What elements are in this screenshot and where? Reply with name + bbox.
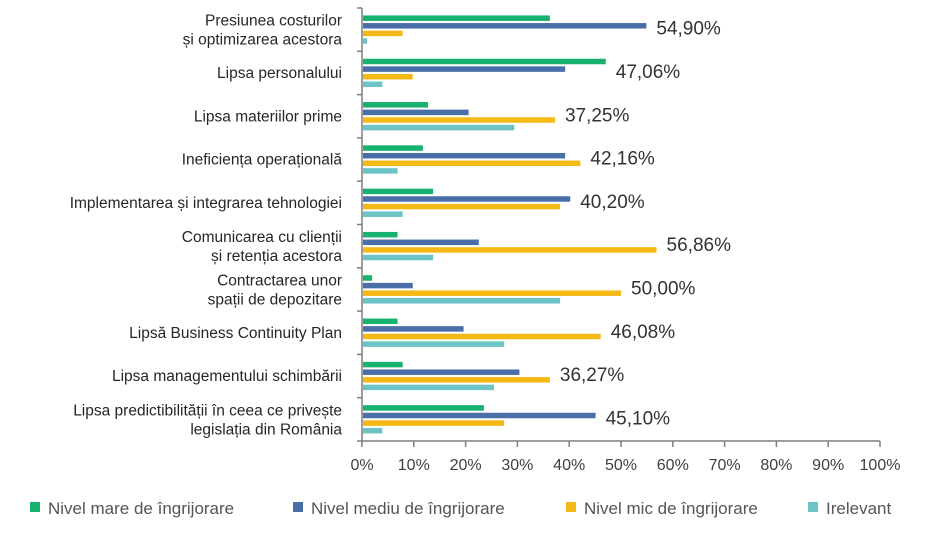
x-tick-label: 0% [350, 457, 373, 474]
legend-swatch [293, 502, 303, 512]
bar-irelevant [363, 384, 495, 391]
legend-label: Nivel mic de îngrijorare [584, 499, 758, 518]
category-label: și retenția acestora [211, 248, 342, 265]
data-label: 50,00% [631, 278, 696, 299]
bar-nivel-mediu-de-ngrijorare [363, 66, 566, 72]
category-label: Implementarea și integrarea tehnologiei [70, 195, 342, 212]
data-label: 56,86% [667, 235, 732, 256]
data-label: 37,25% [565, 105, 630, 126]
legend-label: Nivel mediu de îngrijorare [311, 499, 505, 518]
x-tick-label: 20% [450, 457, 482, 474]
x-tick-label: 30% [501, 457, 533, 474]
category-label: Contractarea unor [217, 272, 342, 289]
bar-irelevant [363, 124, 515, 131]
category-label: Comunicarea cu clienții [182, 229, 342, 246]
x-tick-label: 40% [553, 457, 585, 474]
bar-nivel-mediu-de-ngrijorare [363, 326, 464, 332]
category-label: spații de depozitare [208, 291, 342, 308]
category-label: legislația din România [190, 421, 342, 438]
bar-nivel-mare-de-ngrijorare [363, 405, 484, 411]
category-label: Lipsa materiilor prime [194, 108, 342, 125]
bar-nivel-mediu-de-ngrijorare [363, 239, 479, 246]
x-tick-label: 10% [398, 457, 430, 474]
bar-nivel-mic-de-ngrijorare [363, 420, 505, 426]
bar-irelevant [363, 427, 383, 434]
data-label: 45,10% [606, 408, 671, 429]
x-tick-label: 60% [657, 457, 689, 474]
legend-swatch [566, 502, 576, 512]
x-tick-label: 100% [860, 457, 901, 474]
category-label: Presiunea costurilor [205, 13, 342, 30]
bar-nivel-mare-de-ngrijorare [363, 15, 550, 21]
bar-nivel-mic-de-ngrijorare [363, 333, 601, 340]
bar-nivel-mediu-de-ngrijorare [363, 412, 596, 419]
bar-nivel-mic-de-ngrijorare [363, 247, 657, 253]
bar-nivel-mediu-de-ngrijorare [363, 152, 566, 159]
legend-label: Nivel mare de îngrijorare [48, 499, 234, 518]
bar-nivel-mare-de-ngrijorare [363, 58, 606, 65]
legend-label: Irelevant [826, 499, 891, 518]
x-tick-label: 50% [605, 457, 637, 474]
bar-nivel-mic-de-ngrijorare [363, 73, 413, 80]
bar-nivel-mare-de-ngrijorare [363, 361, 403, 368]
bar-nivel-mediu-de-ngrijorare [363, 23, 647, 29]
data-label: 36,27% [560, 365, 625, 386]
category-label: Lipsa personalului [217, 65, 342, 82]
bar-irelevant [363, 168, 398, 174]
bar-irelevant [363, 254, 434, 261]
bar-nivel-mic-de-ngrijorare [363, 203, 561, 210]
bar-irelevant [363, 38, 368, 44]
data-label: 47,06% [616, 62, 681, 83]
data-label: 42,16% [590, 149, 655, 170]
category-label: Lipsa predictibilității în ceea ce prive… [73, 402, 342, 419]
bar-nivel-mare-de-ngrijorare [363, 231, 398, 238]
bar-nivel-mare-de-ngrijorare [363, 318, 398, 325]
bar-nivel-mic-de-ngrijorare [363, 290, 621, 296]
x-tick-label: 70% [709, 457, 741, 474]
bar-nivel-mare-de-ngrijorare [363, 188, 434, 195]
bar-nivel-mic-de-ngrijorare [363, 117, 555, 123]
category-label: Ineficiența operațională [182, 152, 343, 169]
data-label: 46,08% [611, 322, 676, 343]
bar-nivel-mic-de-ngrijorare [363, 377, 550, 383]
bar-nivel-mare-de-ngrijorare [363, 275, 373, 281]
bar-irelevant [363, 298, 561, 304]
data-label: 40,20% [580, 192, 645, 213]
category-label: și optimizarea acestora [183, 32, 343, 49]
x-tick-label: 80% [760, 457, 792, 474]
x-tick-label: 90% [812, 457, 844, 474]
category-label: Lipsă Business Continuity Plan [129, 325, 342, 342]
bar-nivel-mediu-de-ngrijorare [363, 109, 469, 116]
bar-irelevant [363, 211, 403, 217]
bar-nivel-mediu-de-ngrijorare [363, 196, 571, 202]
bar-nivel-mic-de-ngrijorare [363, 30, 403, 37]
bar-nivel-mic-de-ngrijorare [363, 160, 581, 167]
bar-irelevant [363, 341, 505, 347]
bar-nivel-mediu-de-ngrijorare [363, 282, 413, 289]
data-label: 54,90% [656, 19, 721, 40]
bar-nivel-mare-de-ngrijorare [363, 145, 423, 151]
bar-nivel-mare-de-ngrijorare [363, 102, 429, 108]
legend-swatch [30, 502, 40, 512]
legend-swatch [808, 502, 818, 512]
category-label: Lipsa managementului schimbării [112, 368, 342, 385]
bar-nivel-mediu-de-ngrijorare [363, 369, 520, 375]
bar-irelevant [363, 81, 383, 88]
